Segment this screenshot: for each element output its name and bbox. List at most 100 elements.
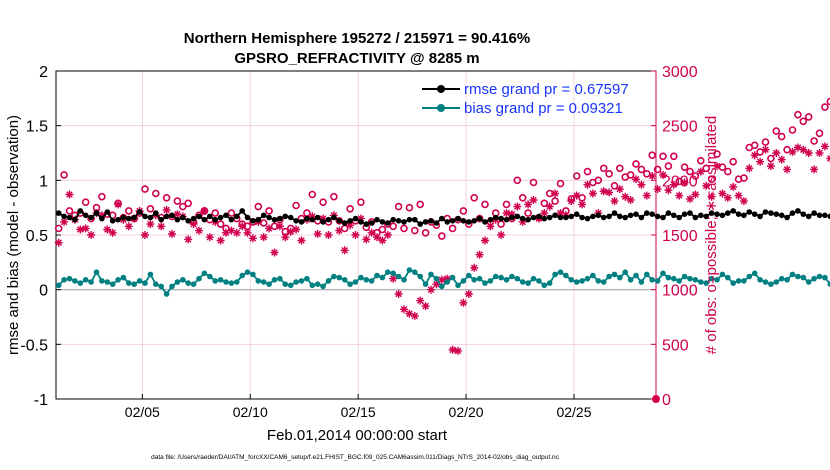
bias-point	[606, 273, 612, 280]
rmse-point	[519, 215, 526, 222]
rmse-point	[390, 216, 397, 223]
obs-assimilated-point	[313, 229, 322, 238]
obs-assimilated-point	[696, 167, 705, 176]
rmse-point	[185, 218, 191, 224]
rmse-point	[530, 214, 537, 221]
bias-point	[449, 274, 456, 281]
rmse-point	[82, 212, 89, 219]
obs-assimilated-point	[610, 197, 619, 206]
obs-possible-point	[335, 217, 344, 225]
obs-possible-point	[141, 185, 149, 193]
bias-point	[595, 278, 602, 284]
rmse-point	[757, 213, 763, 220]
obs-assimilated-point	[642, 191, 651, 200]
obs-possible-point	[610, 182, 619, 190]
obs-assimilated-point	[707, 192, 716, 201]
y-left-tick-label: -0.5	[20, 337, 48, 354]
bias-point	[136, 278, 143, 284]
obs-possible-point	[416, 200, 425, 209]
bias-point	[735, 278, 742, 284]
data-file-footnote: data file: /Users/raeder/DAI/ATM_forcXX/…	[151, 454, 560, 461]
obs-assimilated-point	[162, 205, 171, 214]
obs-assimilated-point	[686, 194, 694, 203]
bias-point	[789, 271, 796, 278]
bias-point	[147, 271, 154, 278]
obs-assimilated-point	[416, 296, 425, 305]
obs-possible-point	[173, 197, 182, 205]
obs-possible-point	[152, 189, 160, 198]
rmse-point	[406, 216, 413, 223]
x-tick-label: 02/10	[233, 404, 268, 420]
rmse-point	[180, 214, 186, 221]
rmse-point	[142, 213, 148, 220]
series-obs-assimilated	[54, 142, 830, 355]
y-axis-right-label: # of obs: o=possible; ∗=assimilated	[703, 116, 720, 355]
rmse-point	[126, 215, 132, 222]
obs-assimilated-point	[545, 202, 554, 211]
obs-assimilated-point	[340, 246, 349, 255]
bias-point	[374, 272, 380, 279]
obs-assimilated-point	[108, 228, 117, 237]
bias-point	[784, 277, 790, 283]
rmse-point	[460, 218, 467, 224]
bias-point	[271, 277, 278, 283]
rmse-point	[671, 212, 677, 219]
bias-point	[600, 279, 607, 285]
rmse-point	[627, 212, 634, 219]
bias-point	[88, 279, 94, 285]
bias-point	[660, 270, 666, 277]
y-right-tick-label: 1500	[662, 228, 698, 245]
bias-point	[541, 282, 548, 289]
obs-assimilated-point	[540, 209, 549, 218]
bias-point	[174, 279, 181, 285]
obs-assimilated-point	[664, 186, 673, 195]
obs-possible-point	[518, 194, 527, 202]
bias-point	[347, 281, 353, 288]
right-axis-ticks: 0 500 1000 1500 2000 2500 3000	[651, 64, 698, 409]
rmse-point	[449, 218, 456, 224]
obs-possible-point	[65, 207, 74, 215]
bias-point	[617, 274, 623, 281]
bias-point	[385, 269, 391, 276]
bias-point	[714, 277, 720, 283]
rmse-point	[174, 216, 181, 223]
obs-assimilated-point	[739, 197, 748, 206]
obs-assimilated-point	[578, 200, 587, 209]
rmse-point	[374, 216, 380, 223]
bias-point	[304, 275, 310, 282]
obs-assimilated-point	[729, 182, 738, 191]
obs-assimilated-point	[524, 200, 533, 209]
rmse-point	[735, 211, 742, 217]
bias-point	[665, 274, 672, 281]
obs-assimilated-point	[481, 236, 489, 245]
obs-possible-point	[400, 224, 408, 233]
bias-point	[525, 280, 531, 286]
obs-possible-point	[777, 132, 786, 141]
bias-point	[325, 278, 332, 284]
obs-assimilated-point	[761, 145, 770, 154]
rmse-point	[606, 213, 612, 220]
obs-assimilated-point	[723, 193, 732, 202]
bias-point	[471, 277, 478, 283]
obs-possible-point	[146, 205, 155, 213]
rmse-point	[255, 216, 262, 223]
obs-assimilated-point	[168, 229, 176, 238]
obs-assimilated-point	[702, 181, 711, 190]
rmse-point	[422, 219, 429, 225]
legend-rmse-marker	[437, 85, 445, 93]
obs-assimilated-point	[718, 189, 727, 198]
bias-point	[681, 273, 688, 280]
rmse-point	[789, 210, 796, 216]
obs-possible-point	[572, 172, 581, 180]
obs-assimilated-point	[691, 190, 700, 199]
obs-possible-point	[184, 199, 192, 208]
obs-assimilated-point	[448, 345, 457, 354]
obs-possible-point	[448, 224, 457, 233]
obs-assimilated-point	[745, 164, 754, 173]
obs-assimilated-point	[432, 280, 441, 289]
bias-point	[277, 275, 283, 282]
rmse-point	[525, 216, 531, 223]
obs-assimilated-point	[669, 180, 678, 189]
obs-assimilated-point	[378, 236, 387, 245]
obs-assimilated-point	[389, 274, 398, 283]
